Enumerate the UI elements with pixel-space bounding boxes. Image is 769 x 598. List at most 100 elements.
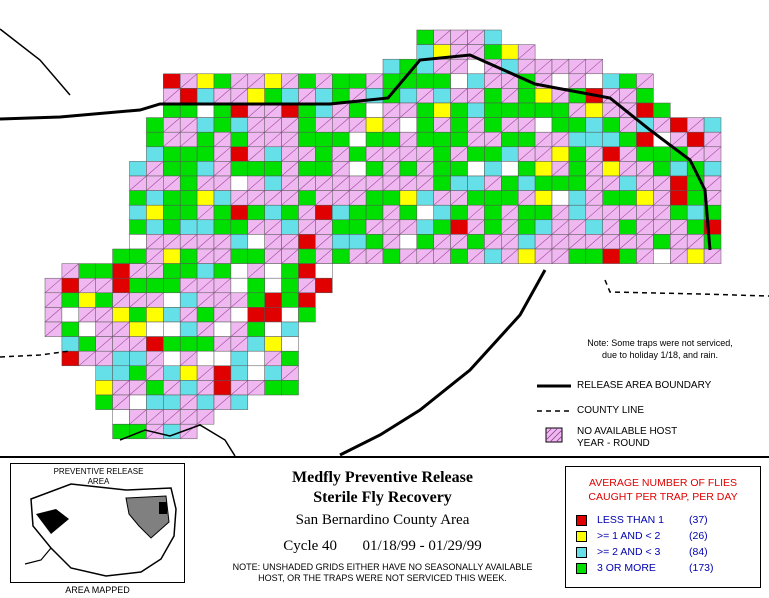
grid-cell xyxy=(534,102,553,118)
grid-cell-hatch xyxy=(585,204,603,221)
grid-map xyxy=(0,28,769,456)
grid-cell-hatch xyxy=(670,219,688,235)
grid-cell-hatch xyxy=(484,131,502,148)
grid-cell xyxy=(382,190,401,206)
grid-cell-hatch xyxy=(518,146,536,162)
grid-cell-hatch xyxy=(534,146,553,162)
grid-cell-hatch xyxy=(484,175,502,191)
grid-cell xyxy=(467,175,485,191)
grid-cell xyxy=(332,204,350,221)
grid-cell xyxy=(146,307,164,323)
grid-cell xyxy=(163,277,181,294)
grid-cell xyxy=(517,234,536,250)
grid-cell-hatch xyxy=(365,248,384,264)
grid-cell xyxy=(670,175,688,191)
grid-cell xyxy=(196,350,215,367)
grid-cell xyxy=(129,365,147,381)
map-panel: Note: Some traps were not serviced, due … xyxy=(0,28,769,458)
grid-cell xyxy=(551,102,570,118)
grid-cell xyxy=(467,161,485,177)
grid-cell xyxy=(534,204,553,221)
grid-cell-hatch xyxy=(399,219,417,235)
grid-cell xyxy=(433,102,451,118)
grid-cell-hatch xyxy=(382,234,401,250)
grid-cell xyxy=(484,190,502,206)
grid-cell xyxy=(163,336,181,352)
grid-cell xyxy=(365,190,384,206)
grid-cell-hatch xyxy=(44,277,63,294)
grid-cell xyxy=(129,219,147,235)
map-title: Medfly Preventive Release xyxy=(292,469,473,486)
grid-cell xyxy=(213,219,232,235)
grid-cell-hatch xyxy=(213,131,232,148)
legend-item-1-to-2: >= 1 AND < 2 (26) xyxy=(576,530,708,542)
grid-cell-hatch xyxy=(518,44,536,60)
grid-cell xyxy=(129,190,147,206)
grid-cell xyxy=(163,307,181,323)
grid-cell-hatch xyxy=(619,161,637,177)
grid-cell xyxy=(501,131,519,148)
grid-cell-hatch xyxy=(450,58,468,75)
grid-cell xyxy=(61,277,80,294)
grid-cell xyxy=(146,204,164,221)
grid-cell-hatch xyxy=(636,204,654,221)
grid-cell xyxy=(315,131,333,148)
grid-cell-hatch xyxy=(163,117,181,133)
grid-cell-hatch xyxy=(298,175,316,191)
grid-cell xyxy=(450,219,468,235)
grid-cell-hatch xyxy=(416,175,434,191)
grid-cell xyxy=(281,88,299,104)
grid-cell xyxy=(568,117,587,133)
grid-cell xyxy=(264,146,282,162)
county-line-west xyxy=(0,350,71,358)
grid-cell xyxy=(467,146,485,162)
grid-cell xyxy=(298,292,316,308)
grid-cell xyxy=(179,292,198,308)
grid-cell-hatch xyxy=(467,248,485,264)
grid-cell-hatch xyxy=(636,175,654,191)
grid-cell-hatch xyxy=(78,277,96,294)
grid-cell xyxy=(568,204,587,221)
grid-cell xyxy=(686,219,705,235)
grid-cell xyxy=(247,336,265,352)
grid-cell xyxy=(653,161,671,177)
grid-cell xyxy=(450,102,468,118)
grid-cell xyxy=(281,307,299,323)
grid-cell-hatch xyxy=(568,219,586,235)
grid-cell xyxy=(146,380,164,396)
grid-cell xyxy=(264,336,282,352)
grid-cell xyxy=(517,102,536,118)
grid-cell xyxy=(332,131,350,148)
grid-cell-hatch xyxy=(433,58,451,75)
grid-cell xyxy=(653,146,671,162)
grid-cell-hatch xyxy=(365,73,384,89)
grid-cell xyxy=(163,219,181,235)
grid-cell xyxy=(602,248,620,264)
title-block: Medfly Preventive Release Sterile Fly Re… xyxy=(195,468,570,556)
grid-cell xyxy=(619,190,637,206)
grid-cell xyxy=(315,263,333,279)
grid-cell-hatch xyxy=(602,204,620,221)
grid-cell xyxy=(281,321,299,337)
grid-cell xyxy=(281,263,299,279)
grid-cell-hatch xyxy=(653,175,671,191)
grid-cell xyxy=(636,131,654,148)
grid-cell xyxy=(416,131,434,148)
grid-cell-hatch xyxy=(264,234,282,250)
grid-cell xyxy=(179,190,198,206)
grid-cell xyxy=(534,161,553,177)
grid-cell xyxy=(501,102,519,118)
grid-cell xyxy=(196,73,215,89)
grid-cell xyxy=(264,321,282,337)
road-line-north xyxy=(0,28,71,96)
legend-county-label: COUNTY LINE xyxy=(577,405,645,416)
grid-cell xyxy=(433,73,451,89)
grid-cell-hatch xyxy=(146,350,164,367)
grid-cell xyxy=(399,161,418,177)
grid-cell xyxy=(179,146,198,162)
grid-cell xyxy=(551,175,570,191)
grid-cell xyxy=(179,248,198,264)
grid-cell-hatch xyxy=(44,321,63,337)
grid-cell xyxy=(619,131,637,148)
grid-cell xyxy=(484,44,502,60)
